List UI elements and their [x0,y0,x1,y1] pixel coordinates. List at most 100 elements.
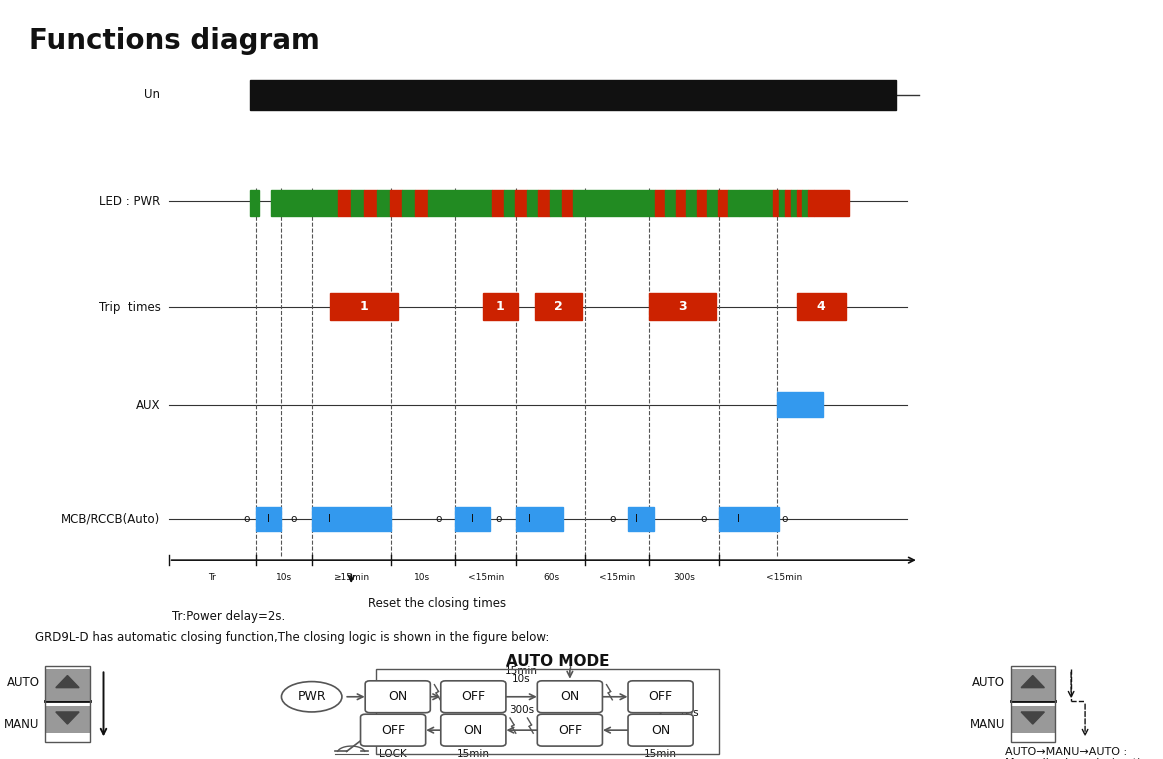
Text: AUTO: AUTO [7,676,40,689]
FancyBboxPatch shape [441,714,506,746]
Text: 1: 1 [495,300,505,313]
Bar [649,293,716,320]
Polygon shape [1021,712,1044,724]
Bar [376,669,719,754]
Text: 60s: 60s [680,708,699,719]
Bar [785,190,791,216]
Bar [585,190,655,216]
Bar [351,190,364,216]
Text: OFF: OFF [649,690,672,704]
Bar [338,190,351,216]
Bar [707,190,718,216]
Text: 10s: 10s [276,573,292,582]
Bar [504,190,515,216]
Bar [515,190,527,216]
Text: Reset the closing times: Reset the closing times [368,597,506,609]
Bar [45,669,90,701]
Bar [686,190,697,216]
Text: AUX: AUX [136,398,160,412]
Text: 4: 4 [816,300,826,313]
FancyBboxPatch shape [537,681,602,713]
Bar [573,190,585,216]
Text: LOCK: LOCK [379,749,407,759]
Text: MCB/RCCB(Auto): MCB/RCCB(Auto) [62,512,160,526]
Bar [390,190,402,216]
Text: I: I [267,514,270,524]
Bar [1011,666,1055,742]
Bar [250,80,896,110]
Bar [256,507,281,531]
Text: ON: ON [388,690,407,704]
Bar [271,190,338,216]
Bar [718,190,728,216]
Text: Tr:Power delay=2s.: Tr:Power delay=2s. [172,610,285,623]
Text: o: o [609,514,616,524]
Bar [779,190,785,216]
Bar [719,507,779,531]
Text: AUTO MODE: AUTO MODE [507,654,609,669]
Text: OFF: OFF [558,723,582,737]
Bar [1011,669,1055,701]
Bar [538,190,550,216]
Text: ≥15min: ≥15min [333,573,370,582]
Bar [45,666,90,742]
Text: 15min: 15min [505,666,538,676]
Bar [415,190,428,216]
Bar [516,507,563,531]
Bar [312,507,391,531]
Text: I: I [528,514,530,524]
Bar [527,190,538,216]
Ellipse shape [281,682,342,712]
Bar [1011,706,1055,733]
Text: 60s: 60s [543,573,559,582]
Text: o: o [782,514,789,524]
Bar [550,190,562,216]
Text: 10s: 10s [414,573,430,582]
Text: LED : PWR: LED : PWR [99,194,160,208]
Bar [697,190,707,216]
Text: ON: ON [561,690,579,704]
Bar [330,293,398,320]
Text: AUTO→MANU→AUTO :
Manually clear closing times: AUTO→MANU→AUTO : Manually clear closing … [1005,747,1163,759]
Polygon shape [56,712,79,724]
FancyBboxPatch shape [628,714,693,746]
FancyBboxPatch shape [537,714,602,746]
Bar [665,190,676,216]
Bar [364,190,377,216]
Text: OFF: OFF [381,723,405,737]
Bar [562,190,573,216]
Text: o: o [243,514,250,524]
Text: 1: 1 [359,300,369,313]
Text: I: I [328,514,330,524]
Bar [773,190,779,216]
Text: Un: Un [144,88,160,102]
Bar [377,190,390,216]
Text: I: I [737,514,740,524]
Bar [777,392,823,417]
FancyBboxPatch shape [365,681,430,713]
Bar [797,190,802,216]
Text: o: o [290,514,297,524]
Bar [728,190,739,216]
Text: 300s: 300s [509,705,534,715]
Bar [402,190,415,216]
Text: <15min: <15min [599,573,636,582]
Text: Trip  times: Trip times [99,301,160,314]
FancyBboxPatch shape [441,681,506,713]
Bar [655,190,665,216]
Text: Tr: Tr [208,573,215,582]
Text: o: o [435,514,442,524]
Text: 2: 2 [554,300,563,313]
Text: 15min: 15min [457,749,490,759]
Text: MANU: MANU [970,717,1005,731]
Bar [808,190,814,216]
Bar [802,190,808,216]
Text: I: I [635,514,637,524]
Polygon shape [1021,676,1044,688]
Bar [628,507,654,531]
Bar [428,190,492,216]
Bar [483,293,518,320]
Polygon shape [56,676,79,688]
Text: 15min: 15min [644,749,677,759]
Text: MANU: MANU [5,717,40,731]
